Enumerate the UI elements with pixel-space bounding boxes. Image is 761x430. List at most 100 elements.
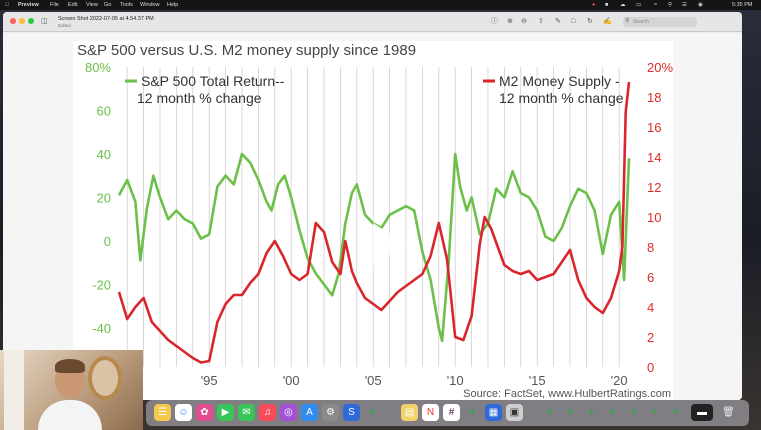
zoom-window-button[interactable] [28,18,34,24]
right-tick-label: 6 [647,270,654,285]
left-axis: -40 -20 0 20 40 60 80% [85,60,111,336]
window-toolbar: ◫ Screen Shot 2022-07-05 at 4.54.37 PM E… [3,12,742,32]
x-tick-label: '00 [283,373,300,388]
document-title: Screen Shot 2022-07-05 at 4.54.37 PM [58,16,154,22]
rotate-icon[interactable]: ↻ [587,18,593,25]
chart: S&P 500 versus U.S. M2 money supply sinc… [77,42,673,400]
webcam-overlay [0,350,143,430]
dock-news-icon[interactable]: N [422,404,439,421]
dock-music-icon[interactable]: ♫ [259,404,276,421]
right-tick-label: 14 [647,150,661,165]
menu-app-preview[interactable]: Preview [18,2,39,8]
menu-clock[interactable]: 5:35 PM [732,2,753,8]
menu-view[interactable]: View [86,2,98,8]
search-placeholder: Search [633,19,649,25]
menu-help[interactable]: Help [167,2,179,8]
crop-icon[interactable]: □ [571,18,576,25]
dock-settings-icon[interactable]: ⚙ [322,404,339,421]
dock-minimized-6-icon[interactable]: ✦ [650,407,659,418]
preview-window: ◫ Screen Shot 2022-07-05 at 4.54.37 PM E… [3,12,742,400]
dock-terminal-icon[interactable]: ▬ [691,404,713,421]
webcam-curtain [4,350,24,430]
apple-menu-icon[interactable]:  [5,0,9,10]
dock-trash-icon[interactable]: 🗑 [722,407,735,418]
right-tick-label: 0 [647,360,654,375]
document-canvas: S&P 500 versus U.S. M2 money supply sinc… [3,33,742,400]
dock: ☰ ☺ ✿ ▶ ✉ ♫ ◎ A ⚙ S ✦ ▤ N # ✦ ▦ ▣ ✦ ✦ ✦ … [146,400,749,426]
dock-finder-icon[interactable]: ☺ [175,404,192,421]
x-tick-label: '10 [447,373,464,388]
dock-minimized-7-icon[interactable]: ✦ [671,407,680,418]
play-icon[interactable] [361,219,411,269]
menu-tools[interactable]: Tools [120,2,133,8]
x-tick-label: '15 [529,373,546,388]
dock-podcasts-icon[interactable]: ◎ [280,404,297,421]
left-tick-label: 60 [97,103,111,118]
dock-facetime-icon[interactable]: ▶ [217,404,234,421]
search-menu-icon[interactable]: ⚲ [668,2,673,8]
webcam-mirror [88,356,122,400]
document-subtitle: Edited [58,23,71,28]
legend-m2-label-line2: 12 month % change [499,90,624,106]
right-tick-label: 2 [647,330,654,345]
dock-minimized-5-icon[interactable]: ✦ [629,407,638,418]
dock-excel-icon[interactable]: ▦ [485,404,502,421]
zoom-in-icon[interactable]: ⊕ [507,18,513,25]
menu-edit[interactable]: Edit [68,2,78,8]
x-axis: '95 '00 '05 '10 '15 '20 [201,373,628,388]
dock-minimized-3-icon[interactable]: ✦ [587,407,596,418]
control-center-icon[interactable]: ☰ [682,2,687,8]
x-tick-label: '20 [611,373,628,388]
left-tick-label: 20 [97,190,111,205]
menu-bar:  Preview File Edit View Go Tools Window… [0,0,761,10]
right-tick-label: 10 [647,210,661,225]
left-tick-label: 80% [85,60,111,75]
markup-pen-icon[interactable]: ✎ [555,18,561,25]
legend-sp500-label-line2: 12 month % change [137,90,262,106]
m2-series-line [117,81,631,364]
left-tick-label: -40 [92,321,111,336]
close-window-button[interactable] [10,18,16,24]
right-axis: 0 2 4 6 8 10 12 14 16 18 20% [647,60,673,375]
siri-icon[interactable]: ◉ [698,2,703,8]
menu-go[interactable]: Go [104,2,112,8]
dock-messages-icon[interactable]: ✉ [238,404,255,421]
info-icon[interactable]: ⓘ [491,18,498,25]
status-app-icon[interactable]: ■ [605,2,609,8]
sidebar-toggle-icon[interactable]: ◫ [41,18,48,25]
dock-preview-icon[interactable]: ▣ [506,404,523,421]
dock-stickies-icon[interactable]: ▤ [401,404,418,421]
right-tick-label: 18 [647,90,661,105]
dock-skype-icon[interactable]: S [343,404,360,421]
dock-notes-icon[interactable]: ☰ [154,404,171,421]
dock-app-icon-2[interactable]: ✦ [468,407,477,418]
webcam-person-hair [55,359,85,373]
dock-appstore-icon[interactable]: A [301,404,318,421]
share-icon[interactable]: ⇧ [538,18,544,25]
right-tick-label: 8 [647,240,654,255]
menu-window[interactable]: Window [140,2,160,8]
dock-slack-icon[interactable]: # [443,404,460,421]
wifi-icon[interactable]: ≈ [654,2,658,8]
right-tick-label: 16 [647,120,661,135]
right-tick-label: 20% [647,60,673,75]
dock-app-icon[interactable]: ✦ [368,407,377,418]
battery-icon[interactable]: ▭ [636,2,642,8]
dock-minimized-4-icon[interactable]: ✦ [608,407,617,418]
status-cloud-icon[interactable]: ☁ [620,2,626,8]
left-tick-label: 0 [104,234,111,249]
chart-slide: S&P 500 versus U.S. M2 money supply sinc… [73,41,673,400]
highlight-icon[interactable]: ✍ [603,18,612,25]
minimize-window-button[interactable] [19,18,25,24]
search-field[interactable]: Search [623,17,697,27]
zoom-out-icon[interactable]: ⊖ [521,18,527,25]
x-tick-label: '95 [201,373,218,388]
legend-sp500-label-line1: S&P 500 Total Return-- [141,73,285,89]
dock-photos-icon[interactable]: ✿ [196,404,213,421]
menu-file[interactable]: File [50,2,59,8]
left-tick-label: 40 [97,147,111,162]
status-record-icon[interactable]: ● [592,2,596,8]
dock-minimized-1-icon[interactable]: ✦ [545,407,554,418]
dock-minimized-2-icon[interactable]: ✦ [566,407,575,418]
search-icon: ⚲ [625,18,630,24]
